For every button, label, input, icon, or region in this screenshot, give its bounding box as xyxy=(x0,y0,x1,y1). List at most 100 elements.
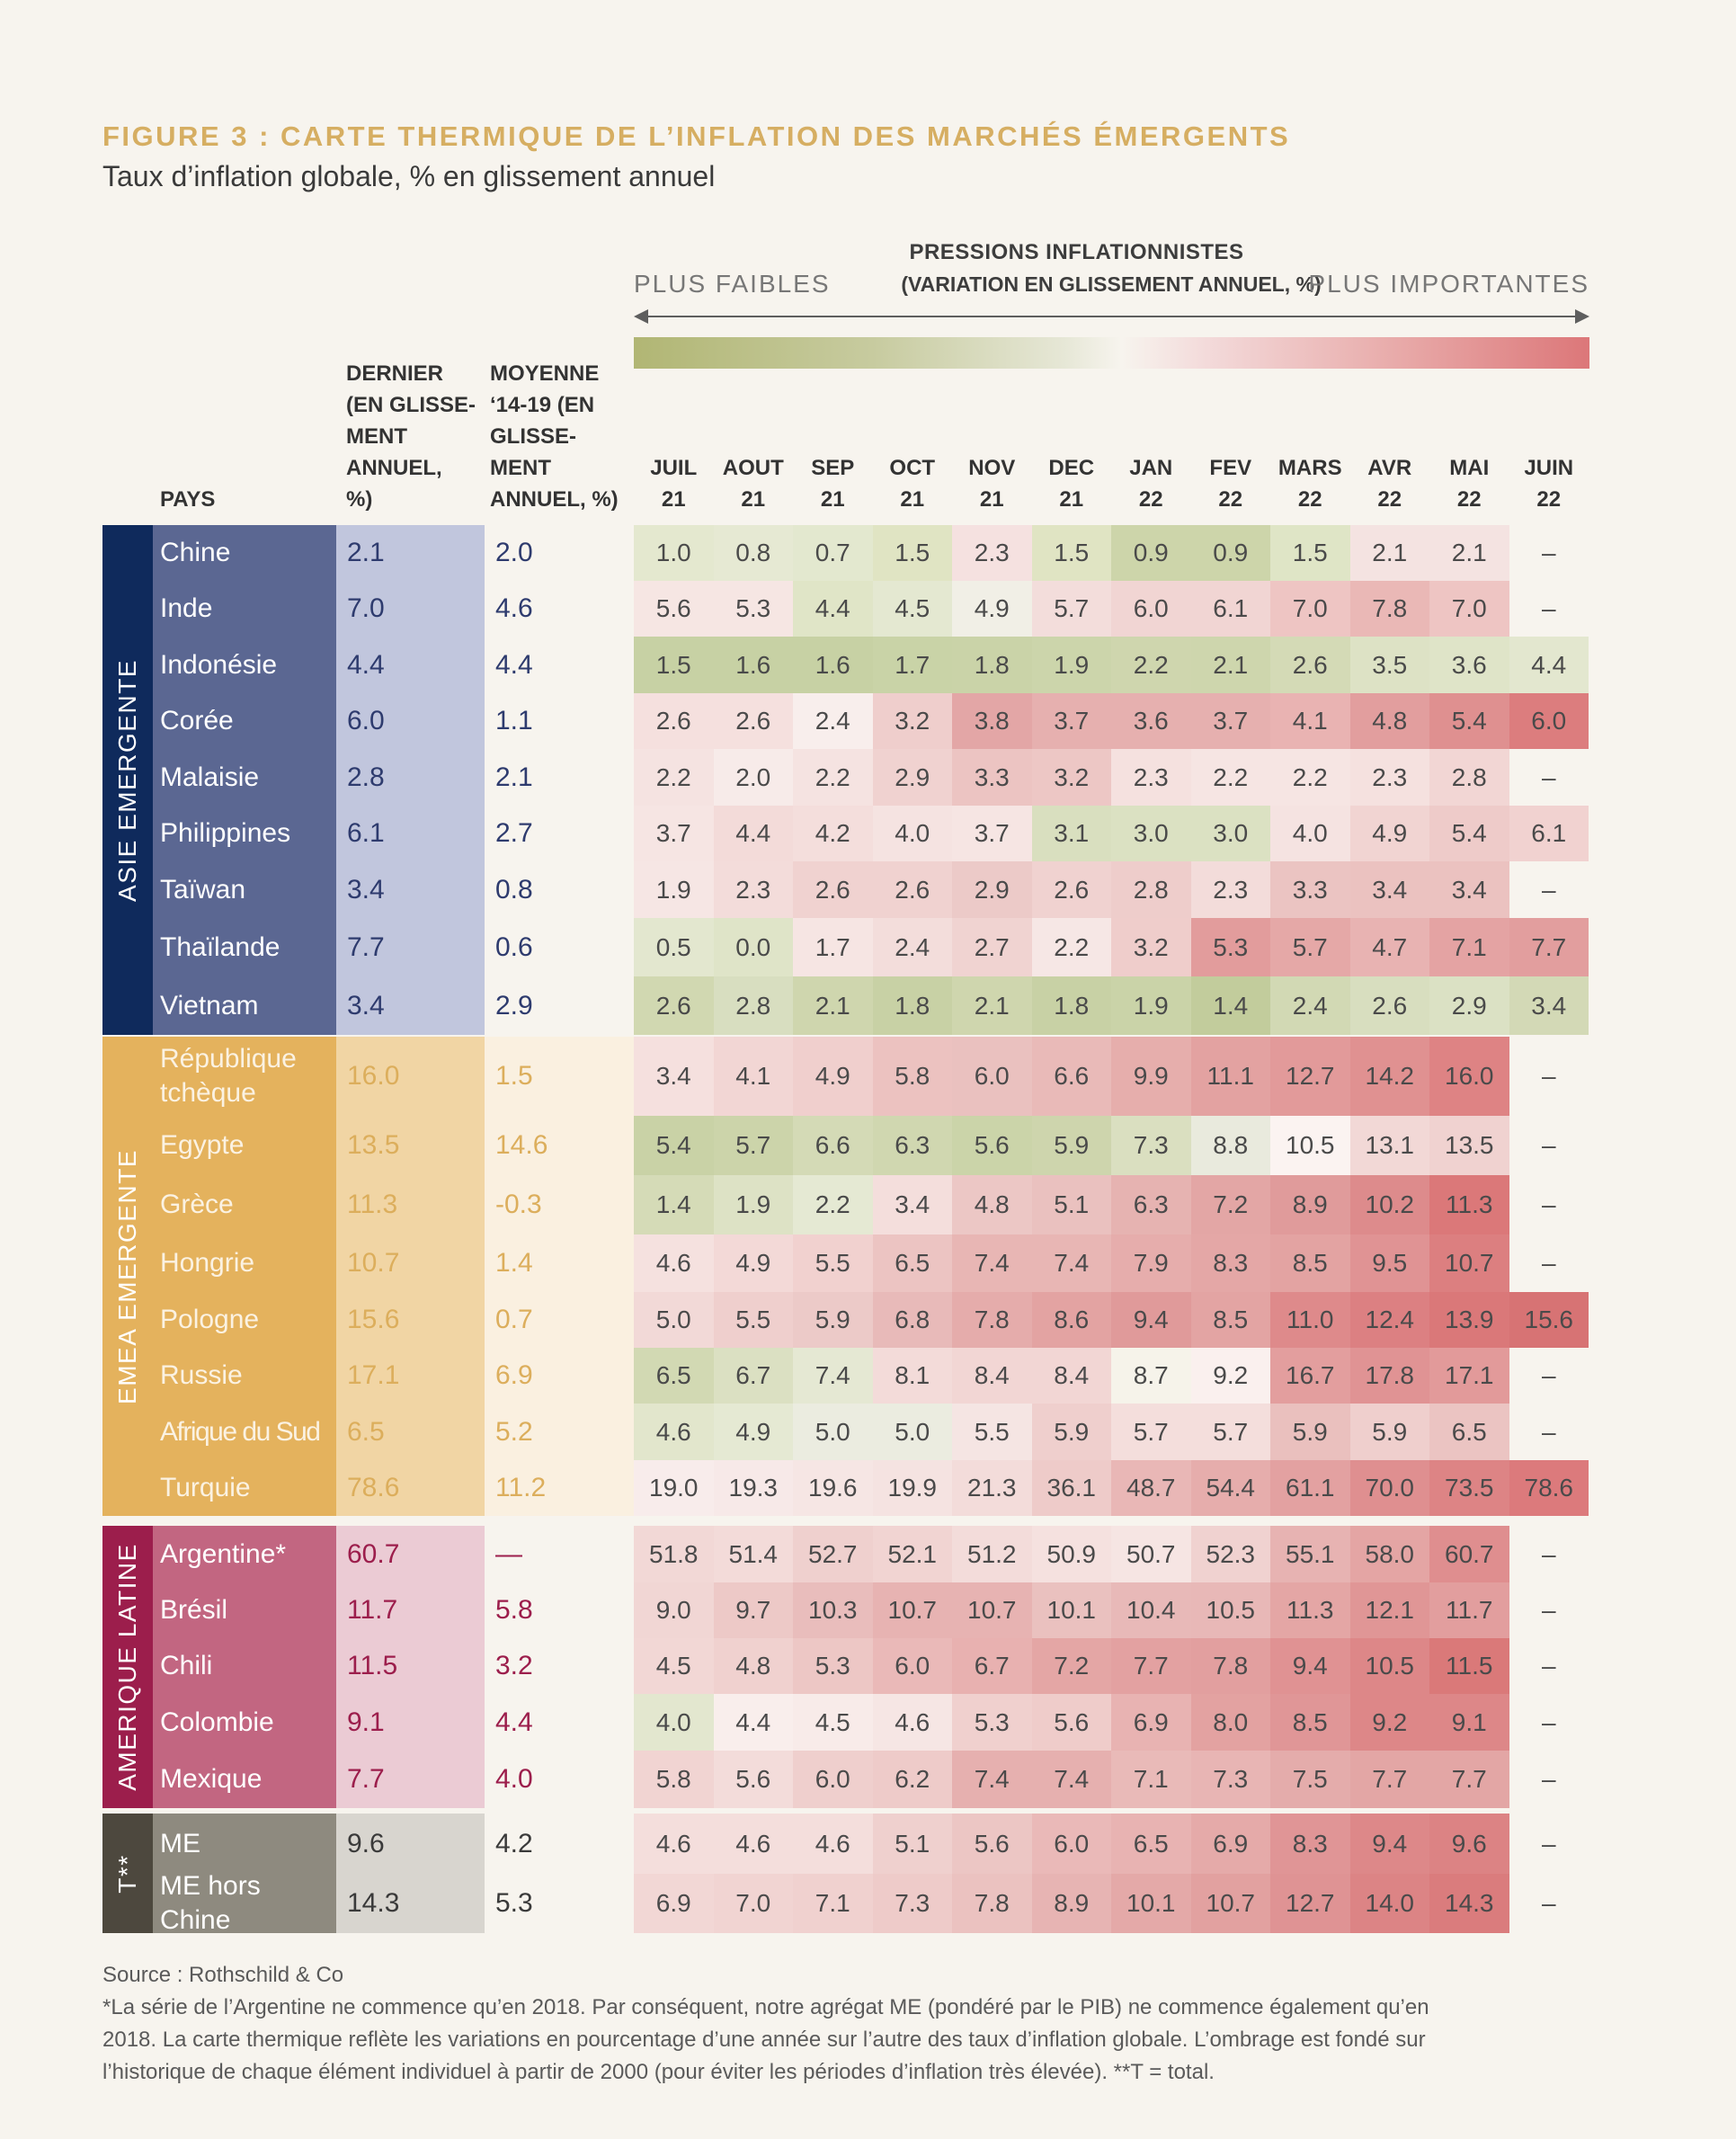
month-header-line: 21 xyxy=(900,487,925,512)
heatmap-cell: 2.1 xyxy=(793,976,873,1035)
heatmap-cell: 10.5 xyxy=(1349,1638,1429,1694)
heatmap-cell: 2.6 xyxy=(872,861,952,918)
heatmap-cell: 5.7 xyxy=(713,1116,793,1175)
dernier-value: 3.4 xyxy=(336,861,485,918)
month-header-line: 22 xyxy=(1297,487,1322,512)
heatmap-cell: 7.4 xyxy=(1031,1234,1111,1292)
heatmap-cell: 5.7 xyxy=(1031,581,1111,637)
heatmap-cell: 14.2 xyxy=(1349,1037,1429,1116)
heatmap-cell: 4.9 xyxy=(713,1234,793,1292)
heatmap-cell: – xyxy=(1541,1707,1556,1736)
heatmap-cell: 1.5 xyxy=(1270,525,1350,581)
heatmap-cell: 1.0 xyxy=(634,525,714,581)
heatmap-cell: 2.6 xyxy=(634,976,714,1035)
heatmap-cell: 4.9 xyxy=(793,1037,873,1116)
country-label: Afrique du Sud xyxy=(153,1404,336,1460)
heatmap-cell: 3.4 xyxy=(634,1037,714,1116)
heatmap-cell: 5.1 xyxy=(1031,1175,1111,1234)
country-label: Colombie xyxy=(153,1694,336,1751)
heatmap-cell: 5.8 xyxy=(634,1751,714,1808)
country-name: Chine xyxy=(160,538,231,567)
heatmap-cell: 1.5 xyxy=(634,637,714,693)
heatmap-cell: 8.6 xyxy=(1031,1292,1111,1348)
heatmap-cell: 6.0 xyxy=(872,1638,952,1694)
heatmap-cell: 5.3 xyxy=(1190,918,1270,976)
moyenne-value: 0.7 xyxy=(485,1292,634,1348)
country-label: Egypte xyxy=(153,1116,336,1175)
heatmap-cell: 7.4 xyxy=(952,1751,1032,1808)
dernier-value: 11.5 xyxy=(336,1638,485,1694)
heatmap-cell: 3.7 xyxy=(634,806,714,861)
heatmap-cell: 4.4 xyxy=(1509,637,1589,693)
heatmap-cell: 10.4 xyxy=(1111,1582,1191,1638)
heatmap-cell: – xyxy=(1541,1765,1556,1793)
country-label: Taïwan xyxy=(153,861,336,918)
heatmap-cell: – xyxy=(1541,1249,1556,1277)
heatmap-cell: 7.2 xyxy=(1190,1175,1270,1234)
heatmap-cell: 2.8 xyxy=(1429,749,1509,806)
country-label: République tchèque xyxy=(153,1037,336,1116)
header-dernier-line: ANNUEL, xyxy=(346,456,442,480)
heatmap-cell: 19.9 xyxy=(872,1460,952,1516)
moyenne-value: 0.8 xyxy=(495,874,533,905)
header-pays: PAYS xyxy=(160,487,216,512)
moyenne-value: 4.6 xyxy=(495,593,533,623)
heatmap-cell: 2.2 xyxy=(1031,918,1111,976)
heatmap-cell: 3.1 xyxy=(1031,806,1111,861)
heatmap-cell: 0.7 xyxy=(793,525,873,581)
heatmap-cell: 2.2 xyxy=(1270,749,1350,806)
heatmap-cell: 1.7 xyxy=(872,637,952,693)
dernier-value: 7.0 xyxy=(336,581,485,637)
heatmap-cell: 2.1 xyxy=(1190,637,1270,693)
moyenne-value: 5.3 xyxy=(495,1888,533,1918)
month-header-line: OCT xyxy=(889,456,936,480)
heatmap-cell: 16.7 xyxy=(1270,1348,1350,1404)
country-name: Russie xyxy=(160,1360,243,1390)
heatmap-cell: 1.4 xyxy=(634,1175,714,1234)
heatmap-cell: 8.9 xyxy=(1270,1175,1350,1234)
heatmap-cell: 6.5 xyxy=(1429,1404,1509,1460)
moyenne-value: 1.1 xyxy=(495,706,533,735)
country-name: tchèque xyxy=(160,1078,256,1108)
heatmap-cell: 4.9 xyxy=(952,581,1032,637)
group-band xyxy=(102,1814,153,1933)
month-header: JUIL 21 xyxy=(634,452,714,515)
country-name: Egypte xyxy=(160,1130,245,1160)
heatmap-cell: 7.9 xyxy=(1111,1234,1191,1292)
heatmap-cell: 4.1 xyxy=(1270,693,1350,749)
heatmap-cell: 5.6 xyxy=(713,1751,793,1808)
dernier-value: 11.3 xyxy=(336,1175,485,1234)
heatmap-cell: 7.1 xyxy=(1111,1751,1191,1808)
heatmap-cell: 6.8 xyxy=(872,1292,952,1348)
heatmap-cell: 54.4 xyxy=(1190,1460,1270,1516)
heatmap-cell: 1.6 xyxy=(793,637,873,693)
heatmap-cell: 5.6 xyxy=(1031,1694,1111,1751)
heatmap-cell: 2.2 xyxy=(1111,637,1191,693)
month-header-line: 21 xyxy=(820,487,845,512)
heatmap-cell: 5.9 xyxy=(1270,1404,1350,1460)
heatmap-cell: 5.5 xyxy=(952,1404,1032,1460)
country-label: Indonésie xyxy=(153,637,336,693)
heatmap-cell: 2.4 xyxy=(793,693,873,749)
heatmap-cell: 3.6 xyxy=(1429,637,1509,693)
country-label: Chili xyxy=(153,1638,336,1694)
heatmap-cell: 3.7 xyxy=(952,806,1032,861)
heatmap-cell: 11.5 xyxy=(1429,1638,1509,1694)
country-name: Indonésie xyxy=(160,649,278,680)
month-header-line: DEC xyxy=(1048,456,1095,480)
heatmap-cell: 5.3 xyxy=(952,1694,1032,1751)
country-label: Grèce xyxy=(153,1175,336,1234)
heatmap-cell: 6.0 xyxy=(1509,693,1589,749)
heatmap-cell: 10.7 xyxy=(952,1582,1032,1638)
heatmap-cell: 6.0 xyxy=(793,1751,873,1808)
heatmap-cell: 3.2 xyxy=(1111,918,1191,976)
scale-gradient-bar xyxy=(634,337,1589,369)
heatmap-cell: 11.0 xyxy=(1270,1292,1350,1348)
footer-note: *La série de l’Argentine ne commence qu’… xyxy=(102,1995,1429,2019)
heatmap-cell: – xyxy=(1541,1417,1556,1446)
heatmap-cell: 7.1 xyxy=(793,1874,873,1933)
heatmap-cell: 6.1 xyxy=(1509,806,1589,861)
country-label: Turquie xyxy=(153,1460,336,1516)
heatmap-cell: 10.3 xyxy=(793,1582,873,1638)
footer-notes: Source : Rothschild & Co *La série de l’… xyxy=(102,1959,1541,2089)
